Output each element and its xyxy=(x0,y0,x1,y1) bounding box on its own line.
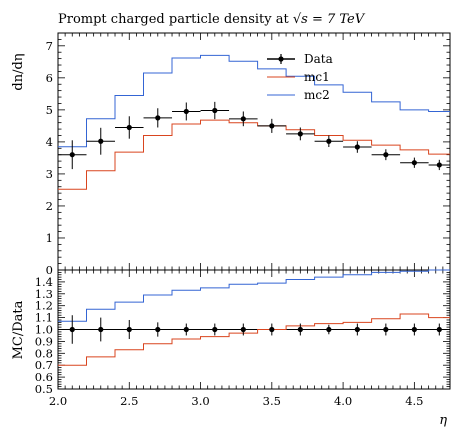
data-point xyxy=(155,115,161,121)
y-axis-label-main-group: dn/dη xyxy=(11,53,26,90)
data-point xyxy=(212,107,218,114)
ratio-y-tick-label: 0.7 xyxy=(35,358,53,372)
ratio-data-points xyxy=(69,315,442,344)
series-line-mc2 xyxy=(58,54,450,148)
legend-label-mc1: mc1 xyxy=(304,70,330,84)
ratio-y-tick-label: 0.6 xyxy=(35,370,53,384)
ratio-y-tick-label: 1.4 xyxy=(35,275,53,289)
ratio-data-point xyxy=(383,326,389,333)
main-data-points xyxy=(58,101,450,171)
y-axis-label-ratio: MC/Data xyxy=(11,300,26,359)
ratio-data-point xyxy=(126,326,132,333)
x-tick-label: 2.5 xyxy=(120,394,138,408)
main-y-tick-label: 4 xyxy=(46,135,53,149)
data-point xyxy=(354,144,360,150)
main-y-tick-label: 6 xyxy=(46,71,53,85)
legend-label-Data: Data xyxy=(304,52,333,66)
ratio-data-point xyxy=(212,326,218,333)
data-point xyxy=(411,160,417,166)
ratio-data-point xyxy=(183,326,189,333)
data-point xyxy=(69,152,75,158)
x-tick-label: 4.0 xyxy=(334,394,352,408)
ratio-y-tick-label: 1.0 xyxy=(35,323,53,337)
series-line-mc1 xyxy=(58,119,450,190)
ratio-data-point xyxy=(354,326,360,333)
data-point xyxy=(326,138,332,144)
ratio-line-mc2 xyxy=(58,269,450,322)
ratio-y-tick-label: 1.1 xyxy=(35,311,53,325)
ratio-y-tick-label: 0.5 xyxy=(35,382,53,396)
data-point xyxy=(269,123,275,129)
y-axis-label-main: dn/dη xyxy=(11,53,26,90)
main-y-tick-label: 2 xyxy=(46,199,53,213)
ratio-y-tick-label: 1.3 xyxy=(35,287,53,301)
ratio-data-point xyxy=(326,326,332,333)
ratio-y-tick-label: 0.8 xyxy=(35,346,53,360)
main-axis-ticks: 0 1 2 3 4 5 6 7 xyxy=(46,32,451,277)
ratio-data-point xyxy=(98,326,104,333)
main-y-tick-label: 7 xyxy=(46,39,53,53)
ratio-y-tick-label: 1.2 xyxy=(35,299,53,313)
data-point xyxy=(126,124,132,131)
chart-title-text: Prompt charged particle density at xyxy=(58,12,289,27)
x-axis-label: η xyxy=(439,413,447,428)
legend-label-mc2: mc2 xyxy=(304,88,330,102)
main-plot-frame xyxy=(57,32,451,271)
ratio-data-point xyxy=(155,326,161,333)
ratio-axis-ticks: 2.0 2.5 3.0 3.5 4.0 4.50.50.60.70.80.91.01.11… xyxy=(35,269,451,408)
main-y-tick-label: 1 xyxy=(46,231,53,245)
x-tick-label: 4.5 xyxy=(405,394,423,408)
ratio-y-tick-label: 0.9 xyxy=(35,334,53,348)
legend: Data mc1 mc2 xyxy=(267,52,333,102)
data-point xyxy=(98,138,104,144)
legend-marker xyxy=(278,56,284,62)
ratio-data-point xyxy=(240,326,246,333)
main-y-tick-label: 0 xyxy=(46,263,53,277)
main-y-tick-label: 5 xyxy=(46,103,53,117)
main-series-layer xyxy=(58,54,450,190)
data-point xyxy=(297,131,303,137)
main-y-tick-label: 3 xyxy=(46,167,53,181)
data-point xyxy=(383,152,389,158)
chart-title-math: √s = 7 TeV xyxy=(293,12,366,27)
x-tick-label: 3.0 xyxy=(191,394,209,408)
data-point xyxy=(436,162,442,168)
data-point xyxy=(240,116,246,122)
ratio-series-layer xyxy=(58,269,450,366)
ratio-line-mc1 xyxy=(58,313,450,366)
ratio-data-point xyxy=(269,326,275,333)
chart-title: Prompt charged particle density at √s = … xyxy=(58,12,366,27)
data-point xyxy=(183,108,189,115)
x-tick-label: 2.0 xyxy=(49,394,67,408)
ratio-data-point xyxy=(297,326,303,333)
ratio-data-point xyxy=(69,326,75,333)
ratio-data-point xyxy=(411,326,417,333)
ratio-data-point xyxy=(436,326,442,333)
y-axis-label-ratio-group: MC/Data xyxy=(11,300,26,359)
x-tick-label: 3.5 xyxy=(263,394,281,408)
